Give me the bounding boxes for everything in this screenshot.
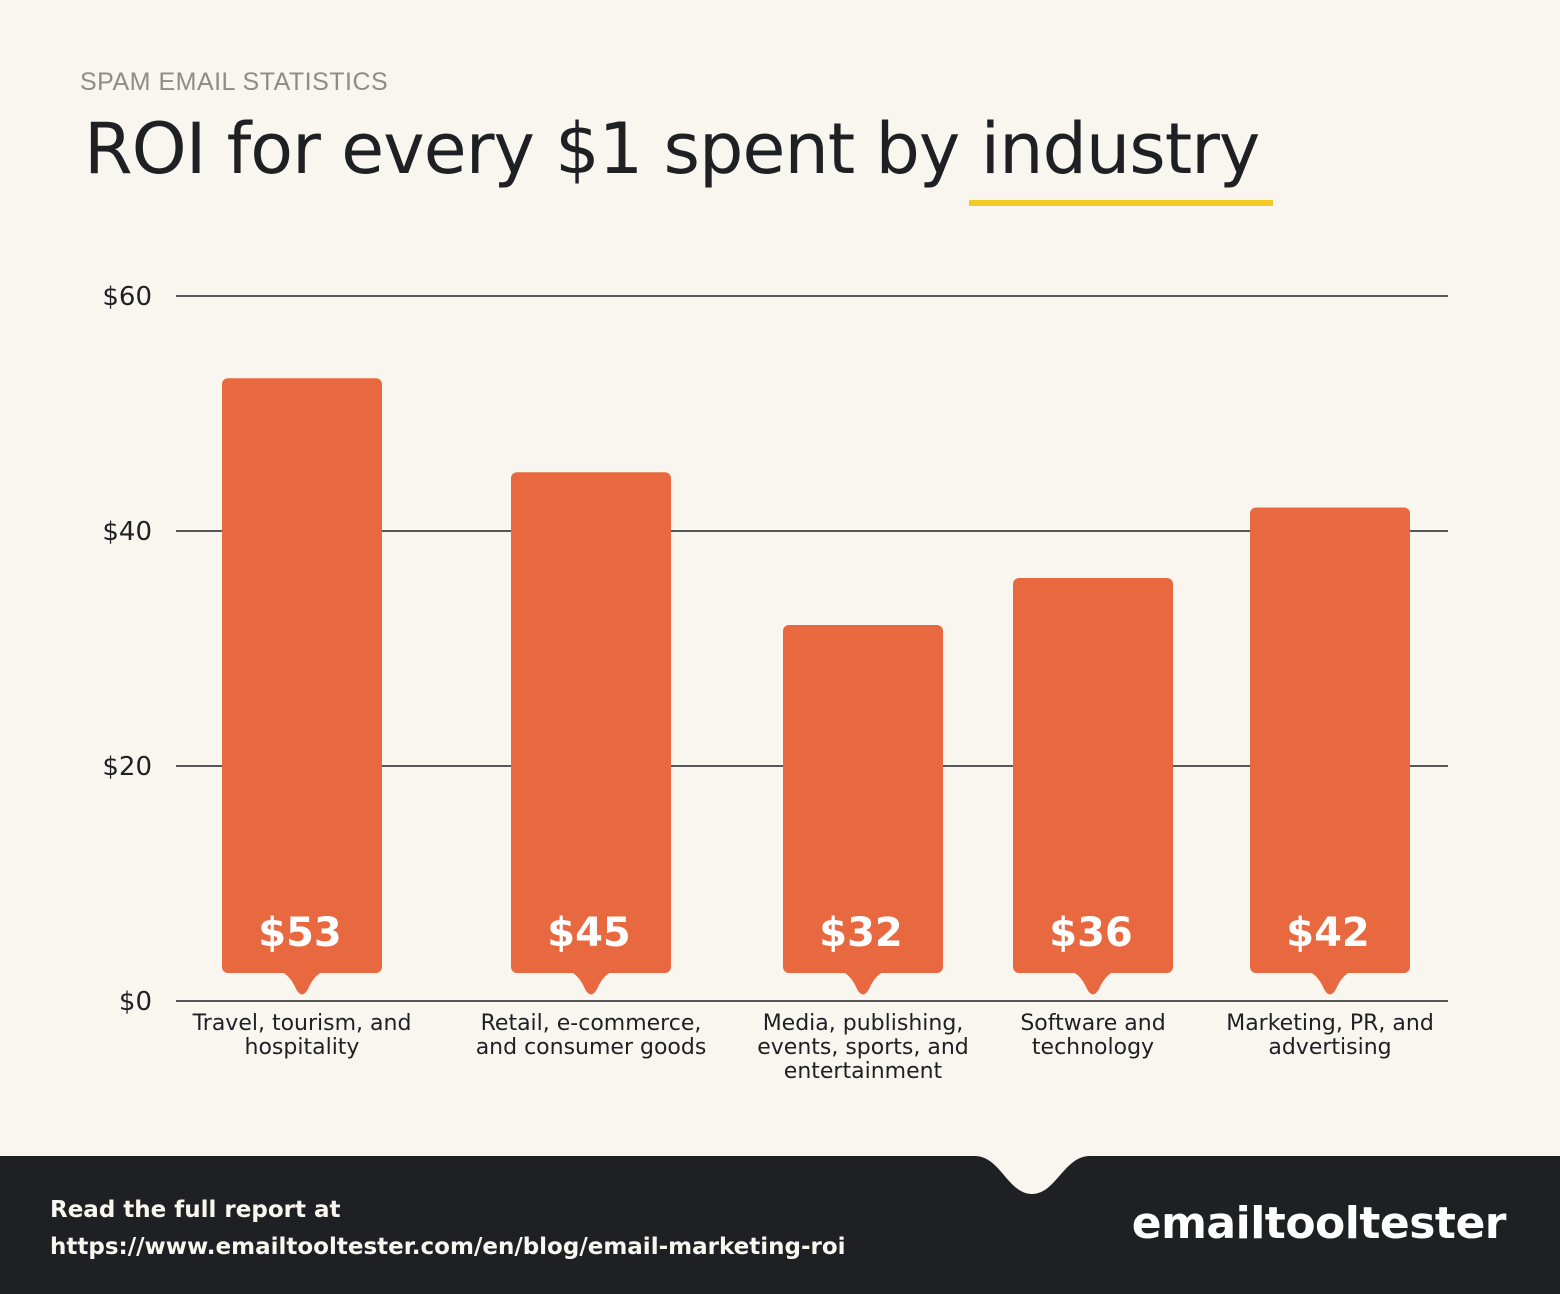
chart-title: ROI for every $1 spent by industry — [84, 108, 1274, 206]
data-label: $45 — [547, 910, 631, 956]
data-label: $53 — [258, 910, 342, 956]
x-tick-label: Media, publishing, events, sports, and ent… — [757, 1011, 969, 1084]
y-tick-label: $0 — [119, 987, 152, 1017]
bar — [783, 625, 943, 973]
bar — [1250, 507, 1410, 973]
chart-eyebrow: SPAM EMAIL STATISTICS — [80, 68, 389, 96]
data-label: $32 — [819, 910, 903, 956]
bar-pointer — [1308, 971, 1352, 995]
bar-pointer — [1071, 971, 1115, 995]
bar — [222, 378, 382, 973]
footer-line-1: Read the full report at — [50, 1197, 341, 1223]
x-tick-label: Travel, tourism, and hospitality — [192, 1011, 412, 1060]
footer — [0, 1156, 1560, 1294]
bars: $53 $45 $32 $36 $42 — [222, 378, 1410, 995]
chart-title-highlight: industry — [968, 108, 1274, 206]
data-label: $36 — [1049, 910, 1133, 956]
x-axis: Travel, tourism, and hospitality Retail, e… — [192, 1011, 1434, 1084]
x-tick-label: Marketing, PR, and advertising — [1226, 1011, 1434, 1060]
bar — [511, 472, 671, 973]
grid-lines — [176, 295, 1448, 1002]
footer-text: Read the full report at https://www.emai… — [50, 1192, 846, 1266]
x-tick-label: Software and technology — [1020, 1011, 1165, 1060]
brand-logo[interactable]: emailtooltester — [1131, 1198, 1507, 1249]
data-label: $42 — [1286, 910, 1370, 956]
bar-pointer — [841, 971, 885, 995]
bar-pointer — [280, 971, 324, 995]
bar-pointer — [569, 971, 613, 995]
report-link[interactable]: https://www.emailtooltester.com/en/blog/… — [50, 1234, 846, 1260]
chart-title-main: ROI for every $1 spent by — [84, 108, 981, 190]
footer-notch — [975, 1156, 1090, 1194]
x-tick-label: Retail, e-commerce, and consumer goods — [476, 1011, 707, 1060]
bar-chart: $0 $20 $40 $60 $53 $45 $32 $36 $42 Travel, tour… — [102, 282, 1448, 1084]
y-tick-label: $60 — [102, 282, 152, 312]
y-tick-label: $20 — [102, 752, 152, 782]
y-tick-label: $40 — [102, 517, 152, 547]
y-axis: $0 $20 $40 $60 — [102, 282, 152, 1017]
bar — [1013, 578, 1173, 973]
